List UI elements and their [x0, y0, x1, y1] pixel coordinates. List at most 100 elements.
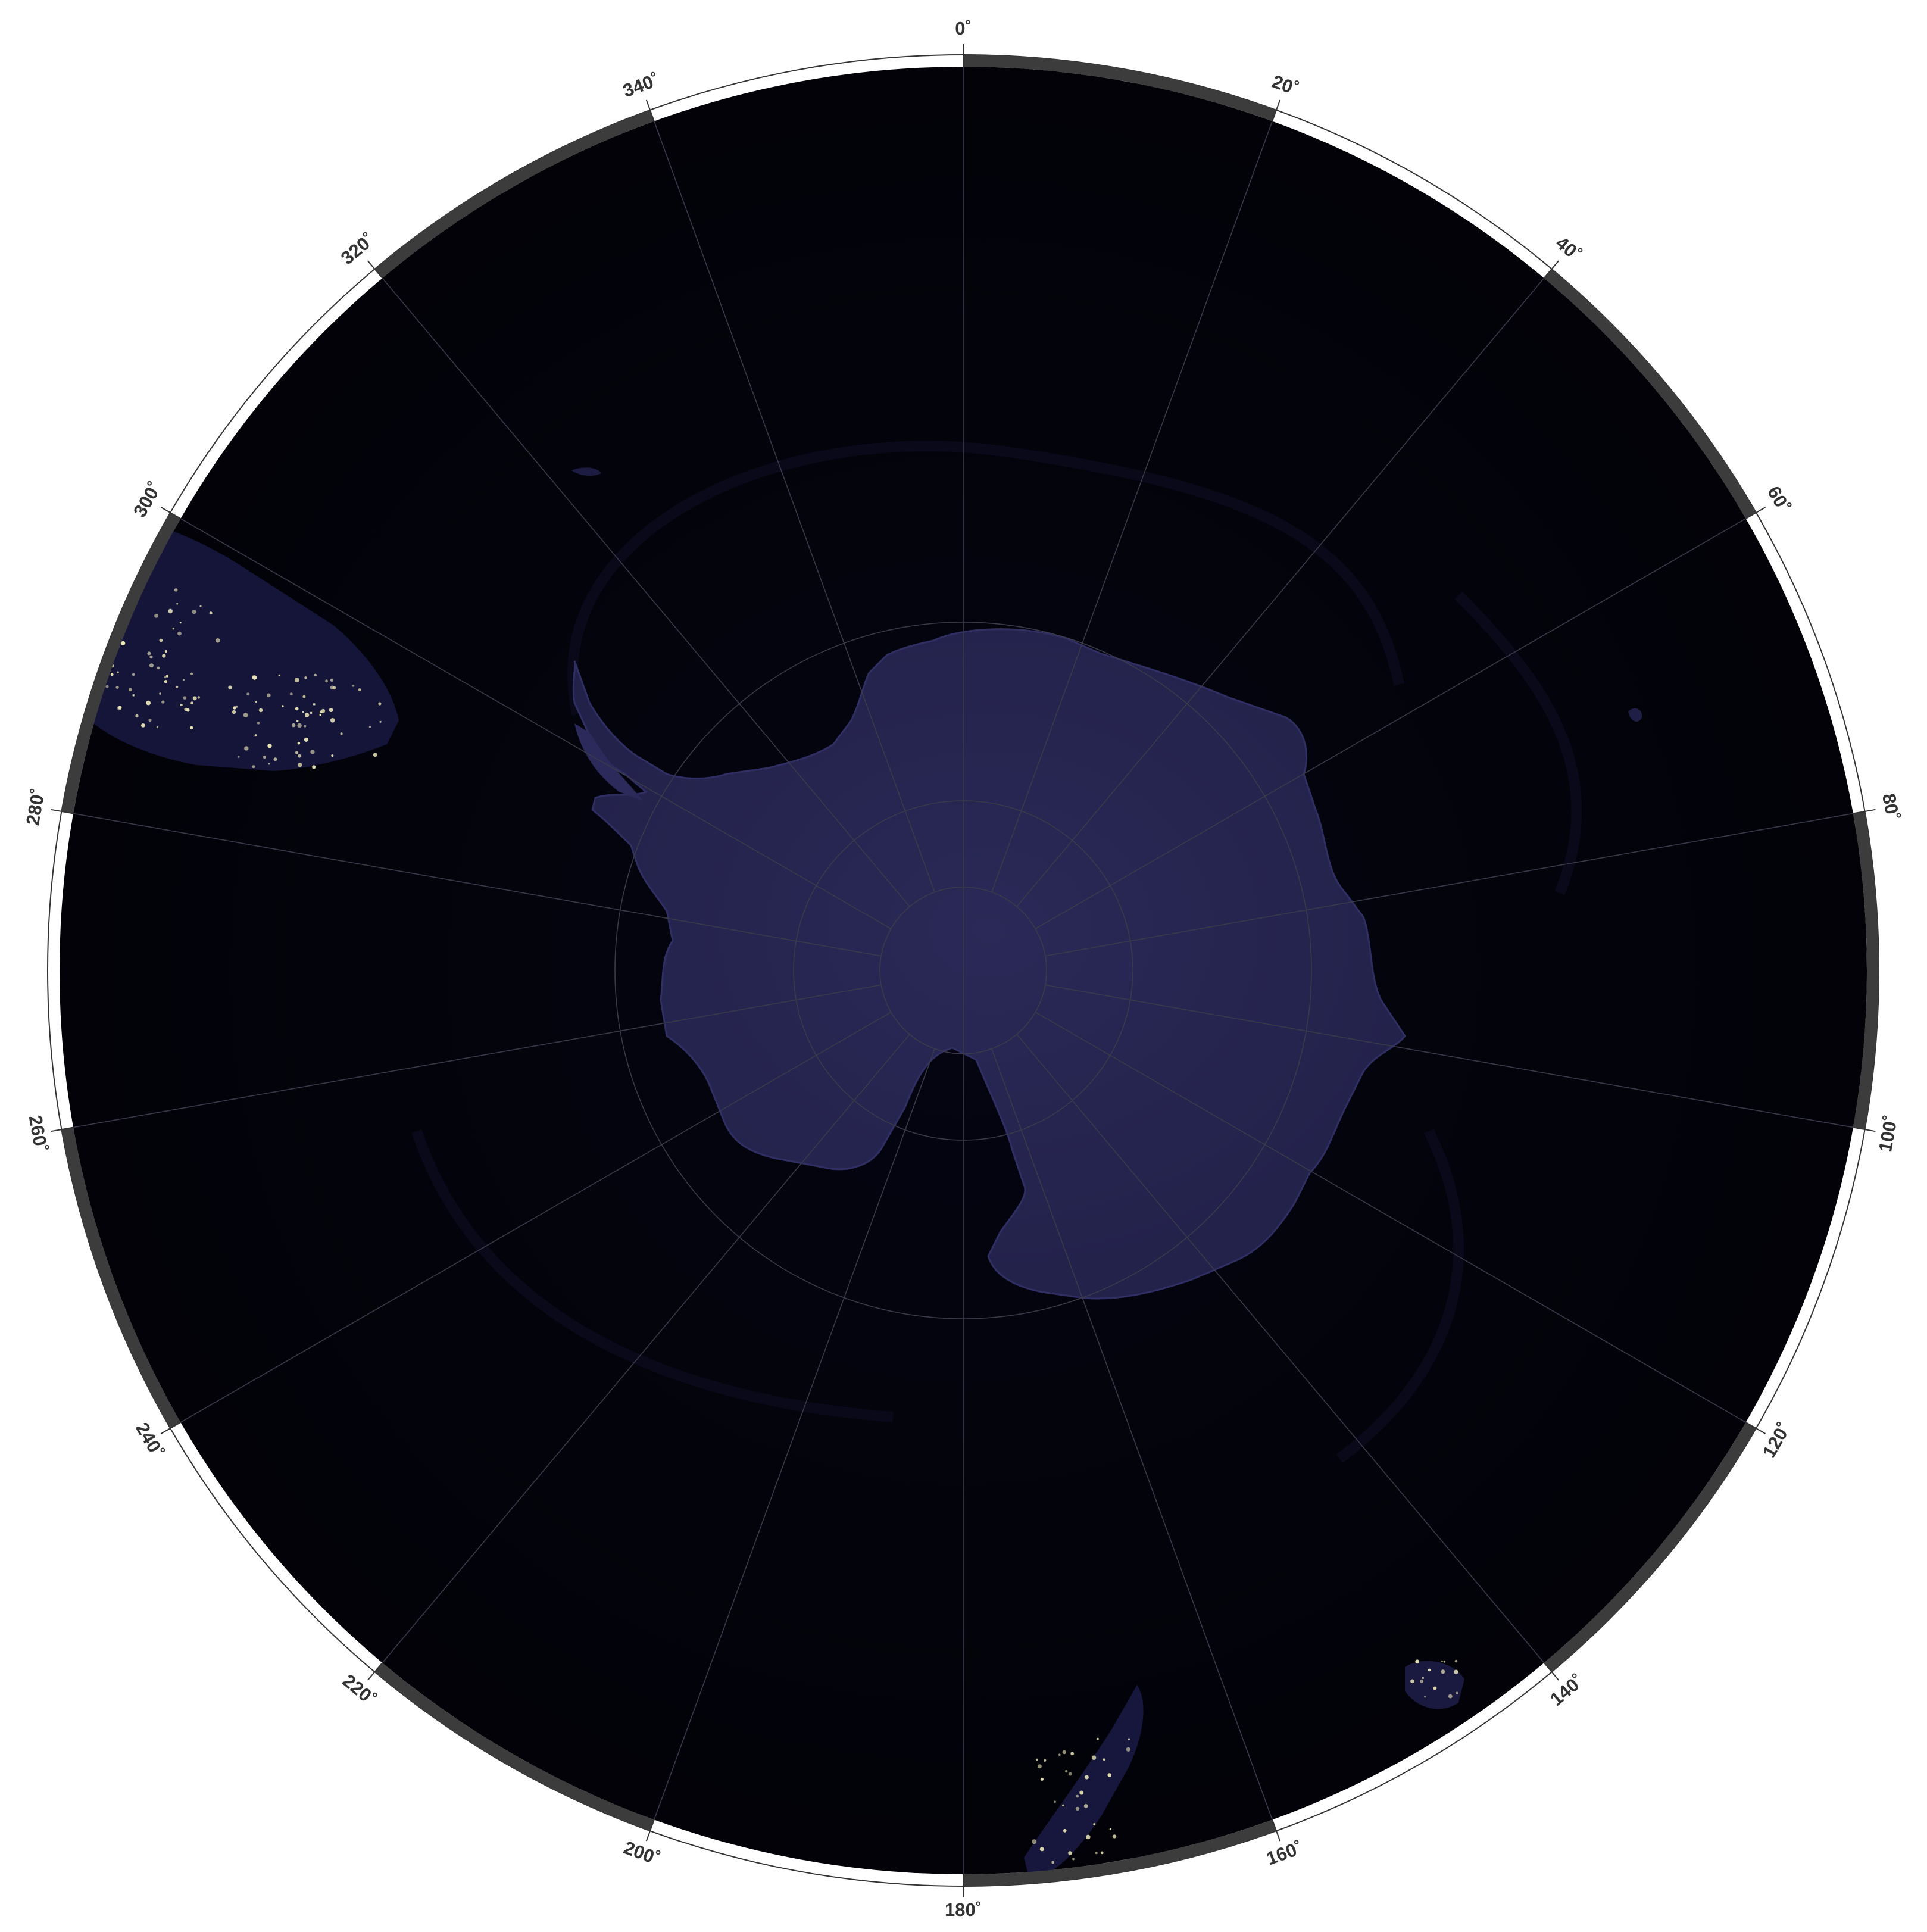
city-light — [115, 686, 119, 689]
city-light — [1075, 1806, 1080, 1811]
city-light — [1454, 1669, 1458, 1674]
meridian-line — [1016, 277, 1545, 907]
city-light — [192, 696, 197, 701]
city-light — [255, 701, 257, 703]
frame-tick — [645, 1819, 655, 1842]
city-light — [278, 674, 280, 677]
frame-tick — [160, 507, 181, 519]
city-light — [330, 685, 335, 689]
city-light — [180, 704, 183, 706]
meridian-line — [1016, 1034, 1545, 1663]
city-light — [298, 763, 302, 767]
frame-tick — [1745, 507, 1766, 519]
meridian-line — [991, 1048, 1273, 1820]
meridian-line — [180, 1012, 892, 1423]
city-light — [159, 692, 161, 695]
city-light — [149, 663, 154, 668]
falkland-islands — [571, 467, 601, 476]
graticule — [73, 67, 1854, 1874]
city-light — [1424, 1696, 1426, 1698]
city-light — [209, 611, 213, 615]
city-light — [149, 655, 153, 659]
meridian-line — [1045, 984, 1854, 1128]
longitude-label: 240˚ — [132, 1419, 168, 1461]
city-light — [1428, 1668, 1431, 1672]
frame-segment — [61, 513, 181, 814]
city-light — [325, 679, 328, 683]
city-light — [121, 641, 126, 645]
city-light — [110, 673, 114, 676]
city-light — [1051, 1861, 1055, 1864]
city-light — [296, 720, 299, 722]
city-light — [331, 754, 334, 757]
city-light — [1433, 1686, 1437, 1690]
frame-tick — [1543, 260, 1559, 279]
city-light — [1039, 1847, 1044, 1852]
city-light — [147, 651, 151, 656]
city-light — [197, 696, 201, 699]
antarctic-peninsula — [574, 723, 643, 801]
city-light — [1422, 1677, 1424, 1680]
frame-tick — [645, 99, 655, 121]
city-light — [373, 753, 377, 757]
city-light — [329, 708, 333, 712]
city-light — [233, 706, 236, 710]
city-light — [1107, 1773, 1111, 1777]
city-light — [1448, 1694, 1453, 1699]
city-light — [257, 722, 260, 725]
kerguelen-islands — [1628, 708, 1642, 722]
city-light — [304, 676, 307, 679]
city-light — [310, 711, 313, 714]
city-light — [146, 700, 151, 706]
city-light — [319, 713, 321, 716]
city-light — [176, 603, 179, 605]
meridian-line — [1035, 518, 1747, 929]
city-light — [352, 685, 355, 687]
city-light — [368, 726, 371, 728]
city-light — [1083, 1804, 1088, 1808]
city-light — [118, 706, 122, 710]
city-light — [179, 622, 182, 624]
city-light — [252, 765, 255, 769]
city-light — [1044, 1759, 1047, 1762]
city-light — [246, 692, 250, 696]
ocean-texture — [411, 441, 1582, 1463]
city-light — [1100, 1851, 1104, 1855]
meridian-line — [1035, 1012, 1747, 1423]
city-light — [379, 720, 382, 723]
meridian-line — [73, 813, 882, 957]
frame-tick — [1543, 1662, 1559, 1681]
city-light — [312, 765, 316, 769]
frame-tick — [1745, 1422, 1766, 1434]
city-light — [192, 610, 196, 614]
city-light — [1128, 1738, 1130, 1740]
new-zealand-landmass — [1024, 1685, 1144, 1874]
city-light — [273, 757, 277, 761]
longitude-label: 80˚ — [1878, 792, 1903, 822]
city-light — [252, 675, 255, 678]
meridian-line — [180, 518, 892, 929]
city-light — [304, 725, 307, 728]
longitude-label: 160˚ — [1263, 1837, 1305, 1869]
city-light — [282, 705, 284, 707]
city-light — [1068, 1851, 1072, 1855]
city-light — [1091, 1755, 1097, 1760]
longitude-label: 260˚ — [25, 1113, 52, 1153]
city-light — [168, 608, 173, 614]
longitude-label: 300˚ — [129, 478, 165, 520]
city-light — [238, 756, 240, 758]
city-light — [1070, 1752, 1075, 1756]
city-light — [135, 714, 139, 718]
city-light — [295, 751, 299, 754]
longitude-label: 280˚ — [22, 787, 49, 827]
frame-segment — [374, 110, 654, 279]
city-light — [159, 638, 163, 642]
longitude-label: 220˚ — [339, 1670, 380, 1710]
city-light — [117, 671, 119, 673]
city-light — [199, 605, 202, 608]
city-light — [1037, 1764, 1042, 1769]
frame-tick — [1272, 1819, 1281, 1842]
city-light — [1065, 1770, 1068, 1773]
longitude-label: 100˚ — [1875, 1113, 1901, 1153]
city-light — [232, 710, 236, 714]
